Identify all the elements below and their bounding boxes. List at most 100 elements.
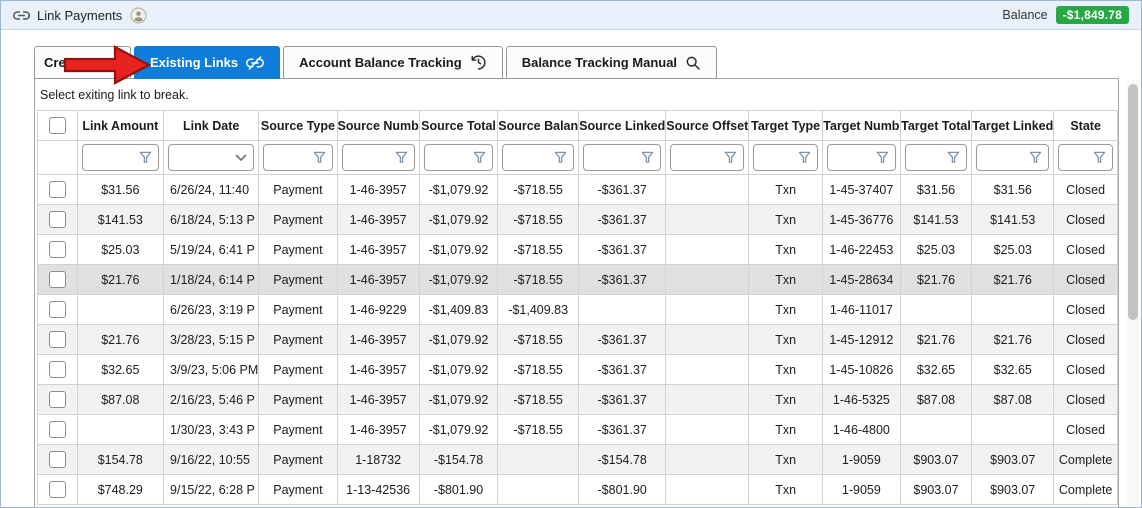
funnel-icon (1030, 151, 1042, 163)
column-header-link-date[interactable]: Link Date (163, 110, 260, 141)
search-icon (686, 56, 700, 70)
row-select-cell (37, 234, 78, 265)
row-checkbox[interactable] (48, 271, 66, 288)
column-header-source-numb[interactable]: Source Numb (336, 110, 420, 141)
column-header-target-total[interactable]: Target Total (899, 110, 973, 141)
cell-target-numb: 1-46-4800 (822, 414, 901, 445)
cell-link-date: 1/30/23, 3:43 P (163, 414, 260, 445)
cell-source-linked: -$361.37 (578, 234, 667, 265)
cell-target-numb: 1-9059 (822, 474, 901, 505)
vertical-scrollbar[interactable] (1127, 80, 1139, 505)
row-checkbox[interactable] (48, 391, 66, 408)
cell-source-balan: -$718.55 (497, 264, 580, 295)
column-header-source-linked[interactable]: Source Linked (578, 110, 667, 141)
row-checkbox[interactable] (48, 181, 66, 198)
cell-link-amount: $25.03 (76, 234, 165, 265)
row-checkbox[interactable] (48, 451, 66, 468)
cell-source-numb: 1-46-3957 (336, 204, 420, 235)
cell-source-balan: -$718.55 (497, 384, 580, 415)
cell-target-linked: $31.56 (971, 174, 1055, 205)
column-header-target-numb[interactable]: Target Numb (822, 110, 901, 141)
filter-input-link-amount[interactable] (81, 144, 160, 171)
filter-input-source-type[interactable] (263, 144, 333, 171)
table-row: 6/26/23, 3:19 P Payment 1-46-9229 -$1,409.8… (37, 294, 1118, 325)
filter-input-target-type[interactable] (753, 144, 819, 171)
cell-target-total: $21.76 (899, 324, 973, 355)
cell-target-type: Txn (748, 234, 824, 265)
column-header-source-balan[interactable]: Source Balan (497, 110, 580, 141)
row-checkbox[interactable] (48, 241, 66, 258)
cell-link-date: 9/16/22, 10:55 (163, 444, 260, 475)
cell-target-linked: $21.76 (971, 324, 1055, 355)
column-header-source-offset[interactable]: Source Offset (665, 110, 750, 141)
cell-source-balan (497, 444, 580, 475)
column-header-link-amount[interactable]: Link Amount (76, 110, 165, 141)
tab-account-balance-tracking[interactable]: Account Balance Tracking (283, 46, 503, 79)
cell-source-balan: -$1,409.83 (497, 294, 580, 325)
row-checkbox[interactable] (48, 301, 66, 318)
tab-balance-tracking-manual[interactable]: Balance Tracking Manual (505, 46, 718, 79)
funnel-icon (798, 151, 811, 163)
cell-target-numb: 1-46-5325 (822, 384, 901, 415)
cell-source-offset (665, 234, 750, 265)
cell-source-total: -$1,079.92 (418, 324, 499, 355)
cell-target-type: Txn (748, 474, 824, 505)
cell-target-linked: $141.53 (971, 204, 1055, 235)
cell-source-numb: 1-46-9229 (336, 294, 420, 325)
cell-source-linked: -$801.90 (578, 474, 667, 505)
filter-cell-source-offset (665, 140, 750, 175)
column-header-target-type[interactable]: Target Type (748, 110, 824, 141)
table-row: $21.76 3/28/23, 5:15 P Payment 1-46-3957 -$1… (37, 324, 1118, 355)
select-all-checkbox[interactable] (48, 117, 66, 134)
cell-link-date: 6/26/24, 11:40 (163, 174, 260, 205)
cell-target-linked: $32.65 (971, 354, 1055, 385)
title-bar: Link Payments Balance -$1,849.78 (1, 1, 1141, 30)
filter-input-source-offset[interactable] (670, 144, 745, 171)
tab-existing-links[interactable]: Existing Links (134, 46, 281, 79)
tab-existing-links-label: Existing Links (150, 55, 239, 70)
cell-source-balan: -$718.55 (497, 204, 580, 235)
cell-source-type: Payment (258, 414, 338, 445)
filter-input-link-date[interactable] (168, 144, 255, 171)
filter-input-source-numb[interactable] (341, 144, 415, 171)
cell-source-linked: -$361.37 (578, 324, 667, 355)
filter-input-source-balan[interactable] (502, 144, 575, 171)
column-header-state[interactable]: State (1053, 110, 1118, 141)
cell-source-offset (665, 324, 750, 355)
funnel-icon (139, 151, 152, 163)
column-header-source-type[interactable]: Source Type (258, 110, 338, 141)
cell-source-numb: 1-46-3957 (336, 264, 420, 295)
cell-source-total: -$1,079.92 (418, 204, 499, 235)
row-checkbox[interactable] (48, 421, 66, 438)
column-header-target-linked[interactable]: Target Linked (971, 110, 1055, 141)
row-checkbox[interactable] (48, 331, 66, 348)
cell-source-type: Payment (258, 204, 338, 235)
filter-input-source-total[interactable] (423, 144, 494, 171)
link-icon (13, 10, 30, 20)
cell-link-amount: $87.08 (76, 384, 165, 415)
filter-input-target-total[interactable] (904, 144, 968, 171)
cell-target-numb: 1-45-36776 (822, 204, 901, 235)
existing-links-panel: Select exiting link to break. Link Amoun… (34, 78, 1119, 507)
filter-input-target-numb[interactable] (827, 144, 896, 171)
cell-target-type: Txn (748, 204, 824, 235)
filter-input-source-linked[interactable] (583, 144, 662, 171)
balance-label: Balance (1002, 8, 1048, 22)
row-checkbox[interactable] (48, 481, 66, 498)
column-header-source-total[interactable]: Source Total (418, 110, 499, 141)
cell-link-amount: $141.53 (76, 204, 165, 235)
select-all-header-cell (37, 110, 78, 141)
filter-input-state[interactable] (1058, 144, 1113, 171)
table-row: $31.56 6/26/24, 11:40 Payment 1-46-3957 -$1,… (37, 174, 1118, 205)
cell-link-date: 6/18/24, 5:13 P (163, 204, 260, 235)
table-row: $154.78 9/16/22, 10:55 Payment 1-18732 -$154… (37, 444, 1118, 475)
cell-state: Closed (1053, 204, 1118, 235)
links-table: Link Amount Link Date Source Type Source Nu… (37, 110, 1118, 505)
scrollbar-thumb[interactable] (1128, 84, 1138, 320)
cell-source-balan: -$718.55 (497, 354, 580, 385)
filter-input-target-linked[interactable] (976, 144, 1050, 171)
user-circle-icon[interactable] (130, 6, 147, 24)
row-checkbox[interactable] (48, 361, 66, 378)
cell-target-type: Txn (748, 264, 824, 295)
row-checkbox[interactable] (48, 211, 66, 228)
